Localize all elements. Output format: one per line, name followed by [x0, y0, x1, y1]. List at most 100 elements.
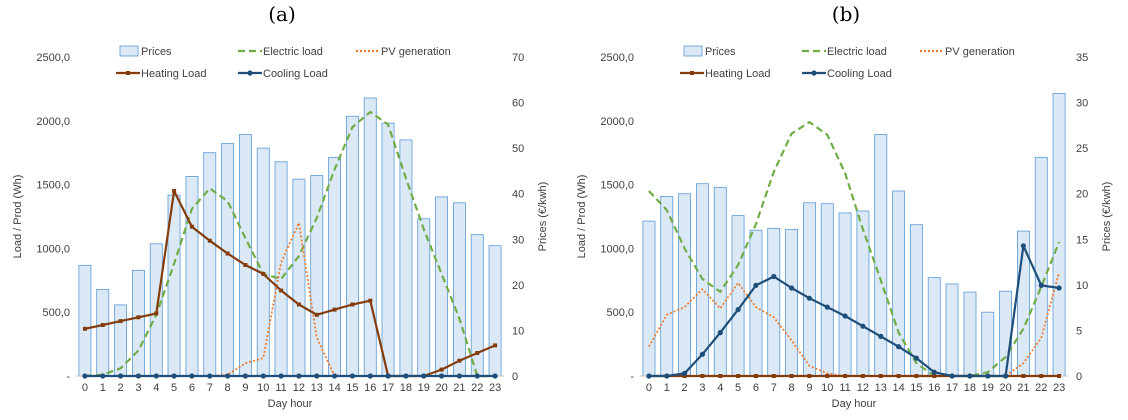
- legend-label: Electric load: [827, 46, 887, 58]
- series-line-electric-load: [84, 110, 496, 378]
- data-point: [439, 373, 445, 379]
- price-bar: [767, 227, 781, 377]
- x-tick-label: 12: [293, 382, 305, 394]
- legend-label: Heating Load: [141, 68, 206, 80]
- data-point: [172, 189, 177, 193]
- legend-marker: [247, 70, 253, 76]
- data-point: [718, 374, 723, 378]
- x-tick-label: 10: [257, 382, 269, 394]
- legend-item-prices: Prices: [119, 45, 172, 58]
- price-bar: [856, 210, 870, 377]
- data-point: [367, 373, 373, 379]
- y-left-tick-label: 1000,0: [36, 243, 70, 255]
- data-point: [82, 326, 87, 331]
- data-point: [914, 374, 919, 378]
- x-tick-label: 21: [453, 382, 465, 394]
- y-right-tick-label: 30: [1076, 98, 1088, 110]
- panel-label: (a): [268, 2, 296, 26]
- data-point: [664, 373, 670, 379]
- price-bar: [292, 178, 306, 377]
- y-right-tick-label: 20: [1076, 189, 1088, 201]
- data-point: [242, 373, 248, 379]
- data-point: [700, 374, 705, 378]
- data-point: [189, 224, 194, 229]
- price-bar: [488, 245, 502, 377]
- data-point: [492, 373, 498, 379]
- x-tick-label: 18: [400, 382, 412, 394]
- y-left-tick-label: 1500,0: [36, 180, 70, 192]
- x-tick-label: 5: [171, 382, 177, 394]
- data-point: [1020, 243, 1026, 249]
- legend-label: PV generation: [381, 46, 451, 58]
- legend-item-prices: Prices: [683, 45, 736, 58]
- data-point: [279, 288, 284, 293]
- x-tick-label: 11: [839, 382, 850, 394]
- data-point: [385, 373, 391, 379]
- legend-marker: [811, 70, 817, 76]
- data-point: [100, 323, 105, 327]
- price-bar: [381, 122, 395, 377]
- y-right-tick-label: 5: [1076, 325, 1082, 337]
- data-point: [1003, 373, 1009, 379]
- data-point: [932, 374, 937, 378]
- y-right-tick-label: 0: [512, 371, 518, 383]
- price-bar: [256, 147, 270, 377]
- legend-label: Electric load: [263, 46, 323, 58]
- y-left-tick-label: 1500,0: [600, 180, 634, 192]
- data-point: [646, 373, 652, 379]
- price-bar: [731, 215, 745, 377]
- x-tick-label: 22: [471, 382, 483, 394]
- data-point: [243, 263, 248, 267]
- x-tick-label: 17: [946, 382, 958, 394]
- data-point: [753, 374, 758, 378]
- price-bar: [96, 288, 110, 377]
- y-left-tick-label: -: [630, 371, 634, 383]
- x-tick-label: 4: [717, 382, 723, 394]
- x-tick-label: 16: [364, 382, 376, 394]
- data-point: [207, 238, 212, 243]
- data-point: [949, 373, 955, 379]
- price-bar: [963, 291, 977, 377]
- price-bar: [945, 283, 959, 377]
- y-left-tick-label: 500,0: [606, 307, 634, 319]
- data-point: [967, 373, 973, 379]
- data-point: [439, 367, 444, 372]
- data-point: [699, 351, 705, 357]
- data-point: [457, 358, 462, 363]
- y-right-tick-label: 40: [512, 189, 524, 201]
- legend-marker: [690, 71, 694, 75]
- data-point: [154, 311, 159, 316]
- y-right-tick-label: 30: [512, 234, 524, 246]
- data-point: [314, 373, 320, 379]
- x-tick-label: 13: [875, 382, 887, 394]
- data-point: [493, 343, 498, 348]
- data-point: [753, 282, 759, 288]
- series-line-cooling-load: [648, 244, 1060, 378]
- chart-a-svg: -500,01000,01500,02000,02500,00102030405…: [12, 45, 549, 410]
- data-point: [296, 302, 301, 307]
- price-bar: [238, 134, 252, 377]
- data-point: [878, 333, 884, 339]
- data-point: [860, 323, 866, 329]
- data-point: [189, 373, 195, 379]
- data-point: [1057, 374, 1062, 378]
- data-point: [896, 344, 902, 350]
- chart-panel-b: (b) -500,0 1000,0 1500,0 2000,0 2500,0 0 5 10 15…: [564, 0, 1128, 420]
- price-bar: [713, 186, 727, 377]
- price-bar: [203, 152, 217, 377]
- data-point: [261, 271, 266, 276]
- data-point: [153, 373, 159, 379]
- price-bar: [678, 193, 692, 377]
- y-left-tick-label: 500,0: [42, 307, 70, 319]
- legend-item-electric-load: Electric load: [238, 46, 323, 58]
- data-point: [736, 374, 741, 378]
- data-point: [842, 313, 848, 319]
- price-bar: [785, 228, 799, 377]
- data-point: [136, 315, 141, 320]
- x-axis-title: Day hour: [268, 398, 313, 410]
- data-point: [260, 373, 266, 379]
- x-tick-label: 6: [753, 382, 759, 394]
- x-tick-label: 21: [1017, 382, 1029, 394]
- legend-item-pv-generation: PV generation: [356, 46, 451, 58]
- price-bar: [909, 224, 923, 377]
